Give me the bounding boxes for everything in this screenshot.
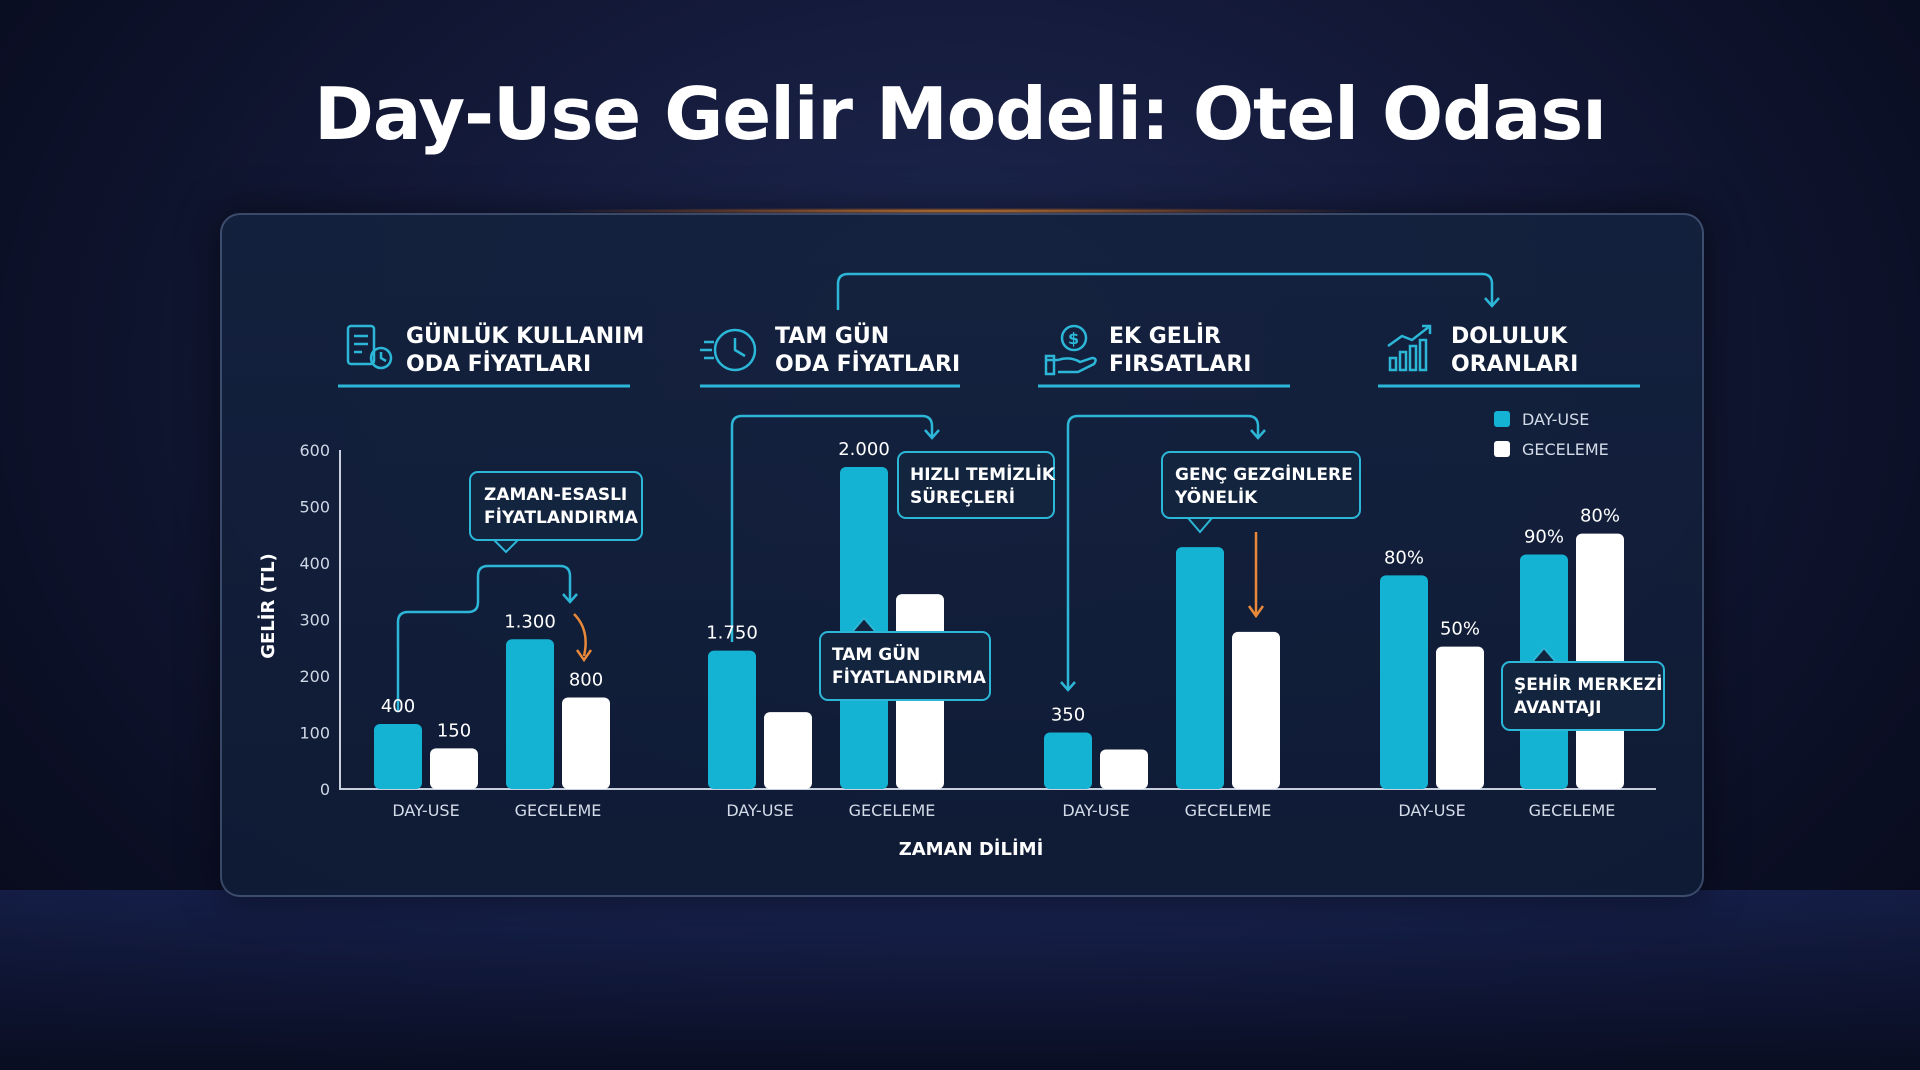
bars bbox=[374, 466, 1624, 789]
header-daily-use: GÜNLÜK KULLANIM ODA FİYATLARI bbox=[338, 323, 644, 388]
header-3-line-1: EK GELİR bbox=[1109, 323, 1221, 349]
category-label: GECELEME bbox=[1185, 801, 1272, 820]
bar-value-label: 80% bbox=[1580, 506, 1620, 527]
callout-1-line-2: FİYATLANDIRMA bbox=[484, 506, 639, 528]
bar-geceleme bbox=[1232, 631, 1280, 789]
growth-chart-icon bbox=[1387, 324, 1432, 372]
legend-geceleme: GECELEME bbox=[1522, 440, 1609, 459]
y-axis-label: GELİR (TL) bbox=[257, 553, 279, 659]
bar-value-labels: 400 150 1.300 800 1.750 2.000 350 80% 50% 90% 80% bbox=[381, 439, 1620, 741]
bar-geceleme bbox=[1100, 749, 1148, 789]
reflective-floor bbox=[0, 890, 1920, 1070]
legend-day-use: DAY-USE bbox=[1522, 410, 1589, 429]
category-label: GECELEME bbox=[515, 801, 602, 820]
bar-day-use bbox=[374, 724, 422, 789]
legend-swatch-geceleme bbox=[1494, 441, 1510, 457]
category-label: GECELEME bbox=[849, 801, 936, 820]
bar-value-label: 80% bbox=[1384, 547, 1424, 568]
bar-value-label: 1.300 bbox=[504, 611, 556, 632]
callout-4-line-1: GENÇ GEZGİNLERE bbox=[1175, 463, 1353, 485]
callout-4-line-2: YÖNELİK bbox=[1174, 486, 1258, 508]
header-full-day: TAM GÜN ODA FİYATLARI bbox=[700, 323, 960, 388]
bar-value-label: 90% bbox=[1524, 527, 1564, 548]
header-3-line-2: FIRSATLARI bbox=[1109, 352, 1252, 377]
category-label: DAY-USE bbox=[1398, 801, 1465, 820]
bar-value-label: 800 bbox=[569, 669, 603, 690]
category-label: DAY-USE bbox=[1062, 801, 1129, 820]
bar-value-label: 350 bbox=[1051, 705, 1085, 726]
callout-5-line-2: AVANTAJI bbox=[1514, 698, 1601, 718]
bar-geceleme bbox=[430, 748, 478, 789]
callout-5-line-1: ŞEHİR MERKEZİ bbox=[1514, 673, 1662, 695]
callout-2-line-1: HIZLI TEMİZLİK bbox=[910, 463, 1056, 485]
callout-1-line-1: ZAMAN-ESASLI bbox=[484, 485, 627, 505]
header-4-line-2: ORANLARI bbox=[1451, 352, 1578, 377]
category-label: DAY-USE bbox=[392, 801, 459, 820]
header-2-line-1: TAM GÜN bbox=[775, 323, 889, 349]
bar-day-use bbox=[708, 650, 756, 789]
callout-full-day-pricing: TAM GÜN FİYATLANDIRMA bbox=[819, 616, 991, 701]
price-list-clock-icon bbox=[346, 324, 393, 370]
category-label: DAY-USE bbox=[726, 801, 793, 820]
header-4-line-1: DOLULUK bbox=[1451, 324, 1568, 349]
callout-3-line-2: FİYATLANDIRMA bbox=[832, 666, 987, 688]
y-tick-label: 300 bbox=[299, 611, 330, 630]
header-1-line-2: ODA FİYATLARI bbox=[406, 351, 591, 377]
bar-day-use bbox=[1176, 547, 1224, 789]
header-1-line-1: GÜNLÜK KULLANIM bbox=[406, 323, 644, 349]
glow-accent-line bbox=[560, 208, 1360, 214]
bar-value-label: 150 bbox=[437, 720, 471, 741]
y-ticks: 0 100 200 300 400 500 600 bbox=[299, 441, 330, 799]
bar-day-use bbox=[1380, 575, 1428, 789]
y-tick-label: 400 bbox=[299, 554, 330, 573]
category-label: GECELEME bbox=[1529, 801, 1616, 820]
header-extra-income: $ EK GELİR FIRSATLARI bbox=[1038, 323, 1290, 388]
y-tick-label: 600 bbox=[299, 441, 330, 460]
money-hand-icon: $ bbox=[1044, 324, 1097, 376]
header-occupancy: DOLULUK ORANLARI bbox=[1378, 324, 1640, 388]
clock-icon bbox=[700, 328, 757, 372]
bar-day-use bbox=[1044, 732, 1092, 789]
bar-value-label: 400 bbox=[381, 696, 415, 717]
bar-value-label: 2.000 bbox=[838, 439, 890, 460]
y-tick-label: 200 bbox=[299, 667, 330, 686]
bar-day-use bbox=[506, 639, 554, 789]
callout-young-travelers: GENÇ GEZGİNLERE YÖNELİK bbox=[1161, 451, 1361, 534]
legend-swatch-day-use bbox=[1494, 411, 1510, 427]
y-tick-label: 0 bbox=[320, 780, 330, 799]
y-tick-label: 500 bbox=[299, 498, 330, 517]
svg-text:$: $ bbox=[1068, 329, 1079, 348]
bar-value-label: 50% bbox=[1440, 619, 1480, 640]
orange-arrows bbox=[573, 532, 1265, 663]
header-2-line-2: ODA FİYATLARI bbox=[775, 351, 960, 377]
x-axis-label: ZAMAN DİLİMİ bbox=[899, 838, 1044, 860]
category-labels: DAY-USE GECELEME DAY-USE GECELEME DAY-USE GEC… bbox=[392, 801, 1615, 820]
y-tick-label: 100 bbox=[299, 724, 330, 743]
callout-3-line-1: TAM GÜN bbox=[832, 643, 920, 665]
callout-city-center: ŞEHİR MERKEZİ AVANTAJI bbox=[1501, 646, 1665, 731]
bar-geceleme bbox=[1436, 646, 1484, 789]
callout-2-line-2: SÜREÇLERİ bbox=[910, 486, 1015, 508]
legend: DAY-USE GECELEME bbox=[1494, 410, 1609, 459]
page-title: Day-Use Gelir Modeli: Otel Odası bbox=[314, 72, 1607, 156]
bar-geceleme bbox=[562, 697, 610, 789]
connector-arrows bbox=[396, 272, 1500, 712]
bar-value-label: 1.750 bbox=[706, 623, 758, 644]
callout-time-based-pricing: ZAMAN-ESASLI FİYATLANDIRMA bbox=[469, 471, 643, 554]
bar-geceleme bbox=[764, 712, 812, 789]
callout-fast-cleaning: HIZLI TEMİZLİK SÜREÇLERİ bbox=[897, 451, 1056, 519]
